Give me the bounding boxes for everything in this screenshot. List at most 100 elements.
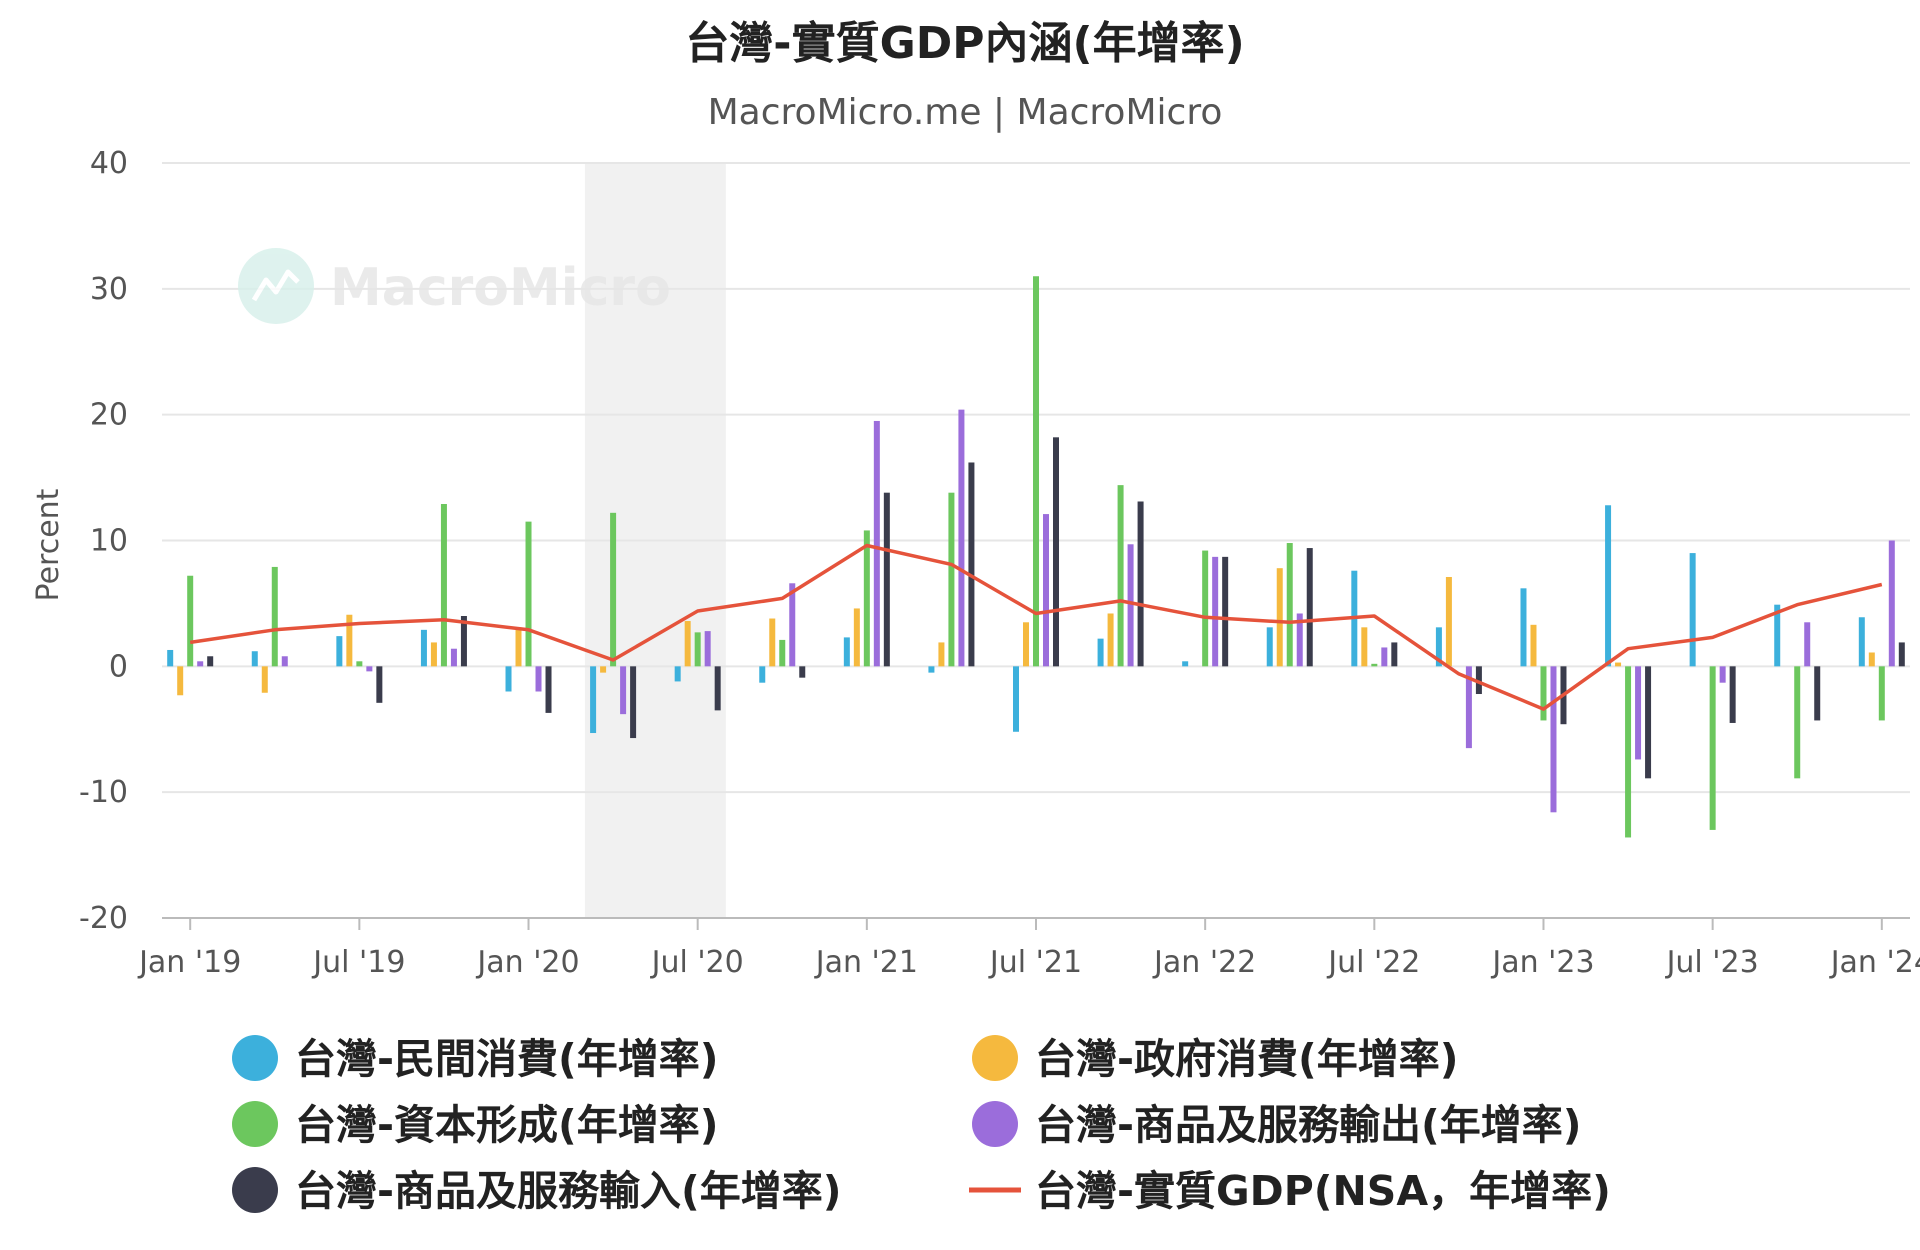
bar (694, 632, 701, 667)
bar (1127, 544, 1134, 667)
x-tick-label: Jan '21 (814, 945, 918, 980)
bar (1222, 556, 1229, 667)
bar (1371, 663, 1378, 667)
bar (251, 651, 258, 667)
y-tick-label: 30 (90, 272, 128, 307)
bar (968, 462, 975, 667)
bar (928, 666, 935, 673)
bar (535, 666, 542, 692)
bar (1645, 666, 1652, 779)
bar (376, 666, 383, 703)
legend-swatch (232, 1035, 278, 1081)
bar (714, 666, 721, 711)
bar (938, 642, 945, 667)
watermark-logo-icon (238, 248, 314, 324)
bar (1689, 553, 1696, 667)
bar (1475, 666, 1482, 695)
x-tick-label: Jan '20 (475, 945, 579, 980)
bar (1361, 627, 1368, 667)
chart-subtitle: MacroMicro.me | MacroMicro (708, 92, 1223, 133)
bar (271, 566, 278, 667)
x-tick-label: Jul '20 (650, 945, 744, 980)
bar (1898, 642, 1905, 667)
y-tick-label: -20 (79, 901, 128, 936)
bar (1266, 627, 1273, 667)
bar (843, 637, 850, 667)
bar (1550, 666, 1557, 813)
y-tick-label: 40 (90, 146, 128, 181)
bar (1530, 624, 1537, 667)
bar (1023, 622, 1029, 667)
bar (1435, 627, 1442, 667)
bar (1804, 622, 1811, 667)
bar (356, 661, 363, 667)
bar (1635, 666, 1642, 760)
y-tick-label: 20 (90, 398, 128, 433)
y-tick-label: 10 (90, 524, 128, 559)
series-line (189, 543, 1883, 711)
y-axis-ticks: 40 30 20 10 0 -10 -20 (79, 146, 128, 936)
bar (1445, 576, 1452, 667)
bar (799, 666, 806, 678)
x-tick-label: Jul '19 (311, 945, 405, 980)
bar (1465, 666, 1472, 749)
y-tick-label: -10 (79, 775, 128, 810)
bar (515, 627, 522, 667)
bar (1033, 276, 1039, 667)
bar (1117, 485, 1124, 667)
bar (261, 666, 268, 693)
bar (197, 661, 204, 667)
bar (1868, 652, 1875, 667)
bar (281, 656, 288, 667)
bar (779, 639, 786, 667)
bar (1043, 514, 1049, 667)
bar (759, 666, 766, 683)
bar (187, 575, 194, 667)
bar (366, 666, 373, 672)
bar (1097, 638, 1104, 667)
bar (684, 621, 691, 667)
bar (769, 618, 776, 667)
watermark: MacroMicro (238, 248, 671, 324)
x-tick-label: Jan '22 (1152, 945, 1256, 980)
bar (1888, 540, 1895, 667)
line-series (189, 543, 1883, 711)
bar (1381, 647, 1388, 667)
x-tick-label: Jul '22 (1326, 945, 1420, 980)
bar (430, 642, 437, 667)
bar (460, 616, 467, 667)
x-tick-label: Jan '19 (137, 945, 241, 980)
bar (1774, 604, 1781, 667)
legend-label: 台灣-實質GDP(NSA，年增率) (1035, 1167, 1611, 1215)
x-tick-label: Jan '23 (1490, 945, 1594, 980)
legend-swatch (232, 1167, 278, 1213)
watermark-text: MacroMicro (330, 258, 671, 318)
bar (1814, 666, 1821, 721)
bar (620, 666, 627, 715)
bar (1013, 666, 1019, 732)
bar (207, 656, 214, 667)
legend-label: 台灣-資本形成(年增率) (295, 1101, 719, 1149)
bar (177, 666, 184, 696)
bar (674, 666, 681, 682)
bar (1182, 661, 1189, 667)
bar (1878, 666, 1885, 721)
bar (505, 666, 512, 692)
bar (1794, 666, 1801, 779)
y-axis-label: Percent (31, 488, 66, 601)
bar (1605, 505, 1612, 667)
bar (948, 492, 955, 667)
bar (1709, 666, 1716, 830)
y-tick-label: 0 (109, 649, 128, 684)
bar (873, 420, 880, 667)
bar (1615, 662, 1622, 667)
x-tick-label: Jul '21 (988, 945, 1082, 980)
bar (630, 666, 637, 739)
bar (1202, 550, 1209, 667)
legend-swatch (972, 1101, 1018, 1147)
bar (590, 666, 597, 734)
legend-label: 台灣-商品及服務輸入(年增率) (295, 1167, 842, 1215)
bar (1212, 556, 1219, 667)
bar (1719, 666, 1726, 683)
